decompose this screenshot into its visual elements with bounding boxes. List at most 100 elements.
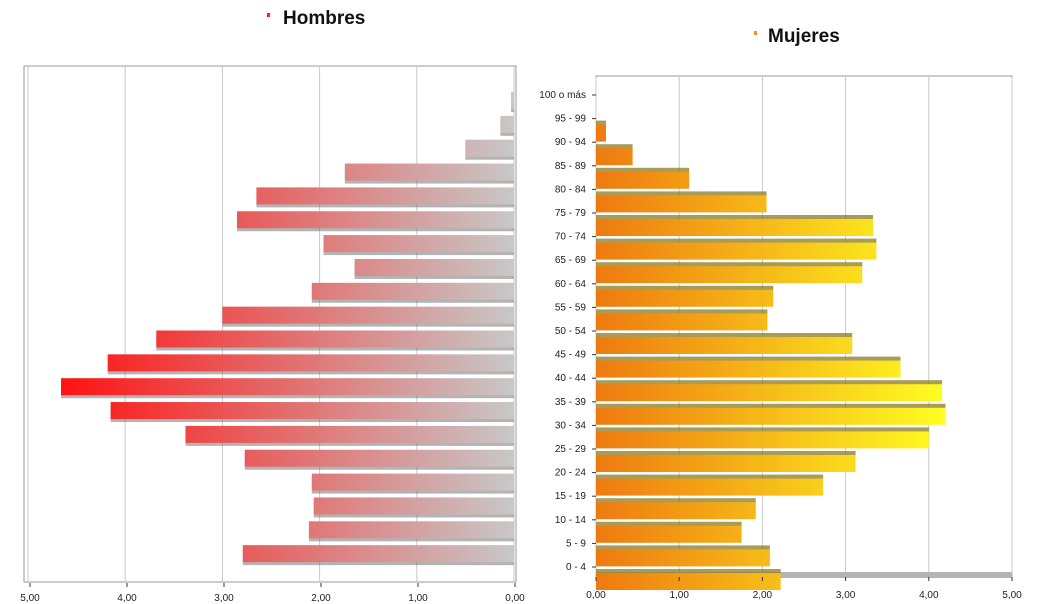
- mujeres-bar-25-29: [596, 455, 856, 472]
- hombres-x-tick-label: 5,00: [20, 593, 40, 604]
- hombres-bar-65-69: [354, 258, 514, 276]
- mujeres-category-label: 55 - 59: [555, 302, 587, 313]
- hombres-bar-60-64: [311, 282, 514, 300]
- mujeres-bar-top-80-84: [596, 191, 767, 197]
- hombres-x-tick-label: 1,00: [408, 593, 428, 604]
- hombres-bar-40-44: [61, 378, 514, 396]
- hombres-bar-30-34: [185, 425, 515, 443]
- hombres-x-tick-label: 3,00: [214, 593, 234, 604]
- mujeres-bar-20-24: [596, 478, 824, 496]
- mujeres-title: Mujeres: [768, 26, 840, 47]
- mujeres-category-label: 100 o más: [539, 90, 586, 101]
- mujeres-bar-top-20-24: [596, 474, 824, 480]
- mujeres-category-label: 95 - 99: [555, 114, 587, 125]
- hombres-bar-70-74: [323, 235, 514, 253]
- mujeres-bar-95-99: [596, 124, 606, 142]
- mujeres-category-label: 0 - 4: [566, 562, 586, 573]
- mujeres-bar-80-84: [596, 195, 767, 213]
- hombres-x-tick-label: 4,00: [117, 593, 137, 604]
- mujeres-bar-5-9: [596, 549, 770, 567]
- hombres-title: Hombres: [283, 8, 365, 29]
- mujeres-bar-top-0-4: [596, 569, 781, 574]
- mujeres-title-marker: [754, 31, 757, 35]
- mujeres-bar-70-74: [596, 242, 877, 260]
- mujeres-bar-35-39: [596, 407, 946, 425]
- mujeres-category-label: 85 - 89: [555, 161, 587, 172]
- mujeres-category-label: 60 - 64: [555, 279, 587, 290]
- mujeres-bar-top-30-34: [596, 427, 929, 433]
- mujeres-category-label: 5 - 9: [566, 538, 586, 549]
- mujeres-bar-top-45-49: [596, 356, 901, 362]
- mujeres-bar-top-35-39: [596, 403, 946, 409]
- mujeres-bar-50-54: [596, 337, 853, 354]
- mujeres-category-label: 80 - 84: [555, 184, 587, 195]
- mujeres-bar-top-60-64: [596, 285, 774, 291]
- hombres-x-tick-label: 0,00: [505, 593, 525, 604]
- hombres-bar-45-49: [107, 354, 514, 372]
- mujeres-bar-65-69: [596, 266, 863, 284]
- hombres-x-ticks: 5,00 4,00 3,00 2,00 1,00 0,00: [20, 583, 525, 604]
- mujeres-category-label: 65 - 69: [555, 255, 587, 266]
- hombres-title-marker: [267, 13, 270, 17]
- mujeres-category-label: 25 - 29: [555, 444, 587, 455]
- hombres-bar-95-99: [500, 115, 514, 133]
- mujeres-bar-55-59: [596, 313, 768, 331]
- mujeres-category-labels: 100 o más 95 - 99 90 - 94 85 - 89 80 - 84 75 …: [539, 90, 596, 573]
- mujeres-bar-top-85-89: [596, 167, 690, 173]
- mujeres-x-tick-label: 4,00: [919, 590, 939, 601]
- mujeres-bar-top-40-44: [596, 380, 943, 386]
- mujeres-category-label: 70 - 74: [555, 232, 587, 243]
- hombres-bar-90-94: [465, 139, 514, 157]
- mujeres-x-ticks: 0,00 1,00 2,00 3,00 4,00 5,00: [586, 577, 1022, 601]
- mujeres-bar-top-5-9: [596, 545, 770, 551]
- hombres-x-tick-label: 2,00: [311, 593, 331, 604]
- mujeres-category-label: 50 - 54: [555, 326, 587, 337]
- hombres-bar-15-19: [313, 497, 514, 515]
- mujeres-bar-90-94: [596, 148, 633, 166]
- mujeres-bars: [596, 120, 946, 590]
- mujeres-category-label: 40 - 44: [555, 373, 587, 384]
- mujeres-category-label: 15 - 19: [555, 491, 587, 502]
- mujeres-x-tick-label: 0,00: [586, 590, 606, 601]
- mujeres-x-tick-label: 1,00: [669, 590, 689, 601]
- mujeres-x-tick-label: 3,00: [836, 590, 856, 601]
- mujeres-bar-top-95-99: [596, 120, 606, 126]
- mujeres-bar-75-79: [596, 219, 874, 236]
- hombres-bar-35-39: [110, 402, 515, 420]
- mujeres-category-label: 10 - 14: [555, 515, 587, 526]
- mujeres-category-label: 20 - 24: [555, 468, 587, 479]
- mujeres-bar-0-4: [596, 573, 781, 590]
- mujeres-bar-85-89: [596, 171, 690, 189]
- mujeres-category-label: 90 - 94: [555, 137, 587, 148]
- mujeres-category-label: 45 - 49: [555, 350, 587, 361]
- mujeres-bar-top-90-94: [596, 144, 633, 150]
- mujeres-bar-top-50-54: [596, 333, 853, 338]
- hombres-bar-5-9: [242, 545, 514, 563]
- mujeres-bar-top-70-74: [596, 238, 877, 244]
- mujeres-bar-top-75-79: [596, 215, 874, 220]
- mujeres-category-label: 35 - 39: [555, 397, 587, 408]
- hombres-bars: [61, 92, 515, 566]
- mujeres-bar-top-10-14: [596, 521, 742, 527]
- mujeres-x-tick-label: 5,00: [1002, 590, 1022, 601]
- hombres-bar-25-29: [244, 449, 515, 467]
- hombres-bar-55-59: [222, 306, 514, 324]
- mujeres-bar-40-44: [596, 384, 943, 402]
- hombres-bar-80-84: [256, 187, 514, 205]
- mujeres-bar-60-64: [596, 289, 774, 307]
- mujeres-x-tick-label: 2,00: [753, 590, 773, 601]
- hombres-bar-20-24: [311, 473, 514, 491]
- hombres-bar-75-79: [236, 211, 515, 229]
- mujeres-bar-top-55-59: [596, 309, 768, 315]
- mujeres-bar-10-14: [596, 525, 742, 543]
- mujeres-category-label: 75 - 79: [555, 208, 587, 219]
- hombres-bar-85-89: [344, 163, 514, 181]
- hombres-bar-50-54: [156, 330, 514, 348]
- mujeres-bar-30-34: [596, 431, 929, 449]
- mujeres-floor: [596, 572, 1012, 578]
- mujeres-bar-15-19: [596, 502, 756, 520]
- mujeres-category-label: 30 - 34: [555, 420, 587, 431]
- mujeres-bar-top-15-19: [596, 498, 756, 504]
- hombres-bar-100-o-m-s: [511, 92, 514, 109]
